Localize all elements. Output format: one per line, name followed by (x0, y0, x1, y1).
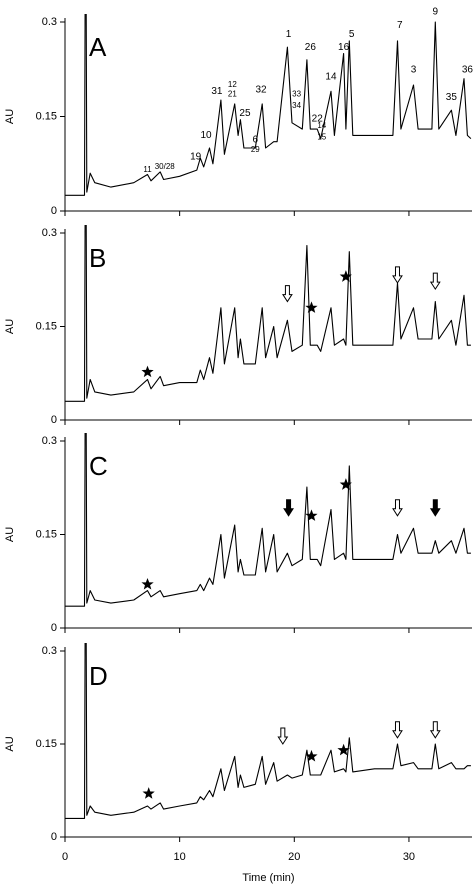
y-axis-title: AU (4, 109, 16, 124)
peak-label: 31 (211, 86, 223, 97)
peak-label: 29 (251, 145, 260, 154)
arrow-marker (392, 266, 403, 284)
y-axis-title: AU (4, 736, 16, 751)
y-tick-label: 0.3 (42, 16, 57, 28)
peak-label: 19 (190, 151, 202, 162)
y-tick-label: 0 (51, 414, 57, 426)
star-marker (305, 301, 318, 313)
peak-label: 22 (312, 114, 324, 125)
panel-label: B (89, 243, 106, 273)
y-tick-label: 0.3 (42, 645, 57, 657)
peak-label: 12 (228, 80, 237, 89)
x-tick-label: 20 (288, 851, 300, 863)
star-marker (339, 478, 352, 490)
x-tick-label: 0 (62, 851, 68, 863)
peak-label: 11 (143, 165, 152, 174)
x-tick-label: 30 (403, 851, 415, 863)
arrow-marker (429, 499, 441, 517)
peak-label: 1 (286, 29, 292, 40)
peak-label: 30/28 (155, 162, 176, 171)
panel: 0 0.15 0.3 AU B (4, 225, 472, 426)
peak-label: 14 (325, 71, 337, 82)
peak-label: 3 (411, 65, 417, 76)
panel: 0 0.15 0.3 AU C (4, 433, 472, 634)
arrow-marker (282, 285, 293, 303)
star-marker (339, 270, 352, 282)
peak-label: 25 (239, 108, 251, 119)
peak-label: 15 (317, 132, 326, 141)
y-tick-label: 0.15 (36, 528, 57, 540)
trace (65, 14, 472, 196)
y-tick-label: 0.3 (42, 227, 57, 239)
x-axis-title: Time (min) (242, 872, 294, 884)
peak-label: 14 (317, 121, 326, 130)
star-marker (141, 365, 154, 378)
peak-label: 35 (446, 92, 458, 103)
trace (65, 643, 471, 819)
peak-label: 9 (433, 7, 439, 18)
peak-label: 5 (349, 29, 355, 40)
y-tick-label: 0 (51, 831, 57, 843)
y-axis-title: AU (4, 527, 16, 542)
peak-label: 34 (292, 101, 301, 110)
y-axis-title: AU (4, 319, 16, 334)
arrow-marker (283, 499, 294, 517)
arrow-marker (392, 499, 403, 517)
y-tick-label: 0.15 (36, 738, 57, 750)
y-tick-label: 0.3 (42, 435, 57, 447)
arrow-marker (392, 721, 403, 739)
peak-label: 21 (228, 90, 237, 99)
star-marker (337, 743, 350, 756)
arrow-marker (429, 272, 441, 291)
panel-label: D (89, 661, 108, 691)
peak-label: 10 (200, 130, 212, 141)
trace (65, 433, 471, 607)
star-marker (141, 577, 154, 590)
peak-label: 26 (305, 42, 317, 53)
peak-label: 7 (397, 20, 403, 31)
star-marker (142, 787, 155, 799)
peak-label: 33 (292, 90, 301, 99)
y-tick-label: 0 (51, 205, 57, 217)
arrow-marker (429, 721, 441, 739)
y-tick-label: 0 (51, 622, 57, 634)
panel-label: A (89, 32, 107, 62)
x-tick-label: 10 (174, 851, 186, 863)
trace (65, 225, 471, 402)
peak-label: 6 (253, 134, 259, 145)
y-tick-label: 0.15 (36, 110, 57, 122)
peak-label: 16 (338, 42, 350, 53)
peak-label: 32 (255, 85, 267, 96)
star-marker (305, 509, 318, 521)
peak-label: 36 (462, 65, 474, 76)
y-tick-label: 0.15 (36, 320, 57, 332)
arrow-marker (277, 727, 289, 745)
star-marker (305, 749, 318, 762)
panel-label: C (89, 451, 108, 481)
panel: 0 0.15 0.3 0 10 20 30 Time (min) AU D (4, 643, 472, 884)
